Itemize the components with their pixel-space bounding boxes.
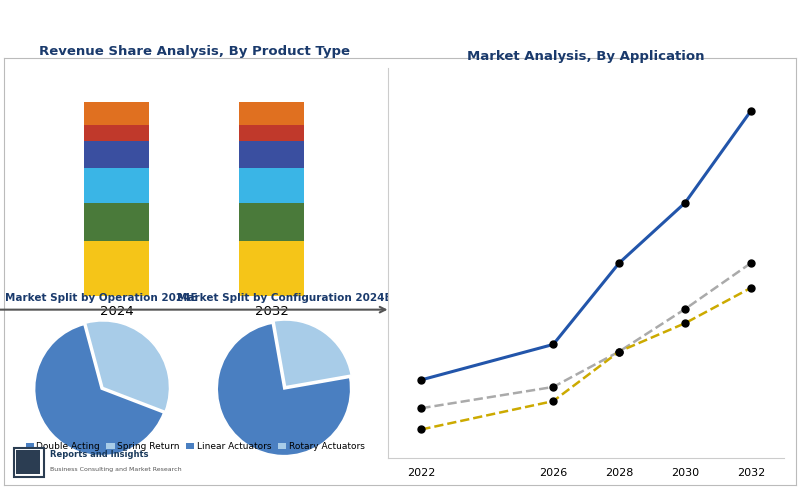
Wedge shape (274, 320, 351, 387)
Text: Business Consulting and Market Research: Business Consulting and Market Research (50, 467, 182, 472)
Bar (84, 125, 150, 141)
Bar (84, 102, 150, 125)
Bar (239, 203, 304, 242)
FancyBboxPatch shape (16, 450, 40, 474)
Bar (84, 168, 150, 203)
Wedge shape (34, 324, 164, 456)
Wedge shape (86, 321, 170, 412)
Title: Revenue Share Analysis, By Product Type: Revenue Share Analysis, By Product Type (38, 45, 350, 58)
Text: GLOBAL OIL AND GAS ACTUATORS MARKET SEGMENT ANALYSIS: GLOBAL OIL AND GAS ACTUATORS MARKET SEGM… (10, 21, 535, 37)
Bar (84, 203, 150, 242)
Bar (239, 125, 304, 141)
Legend: Double Acting, Spring Return, Linear Actuators, Rotary Actuators: Double Acting, Spring Return, Linear Act… (22, 439, 368, 455)
Bar (239, 102, 304, 125)
Bar (239, 141, 304, 168)
Bar (84, 141, 150, 168)
Text: Reports and Insights: Reports and Insights (50, 450, 149, 459)
Wedge shape (217, 323, 350, 456)
Title: Market Split by Operation 2024E: Market Split by Operation 2024E (5, 293, 198, 303)
Bar (239, 242, 304, 296)
FancyBboxPatch shape (14, 448, 44, 477)
Bar (239, 168, 304, 203)
Bar (84, 242, 150, 296)
Title: Market Analysis, By Application: Market Analysis, By Application (467, 50, 705, 63)
Title: Market Split by Configuration 2024E: Market Split by Configuration 2024E (177, 293, 391, 303)
